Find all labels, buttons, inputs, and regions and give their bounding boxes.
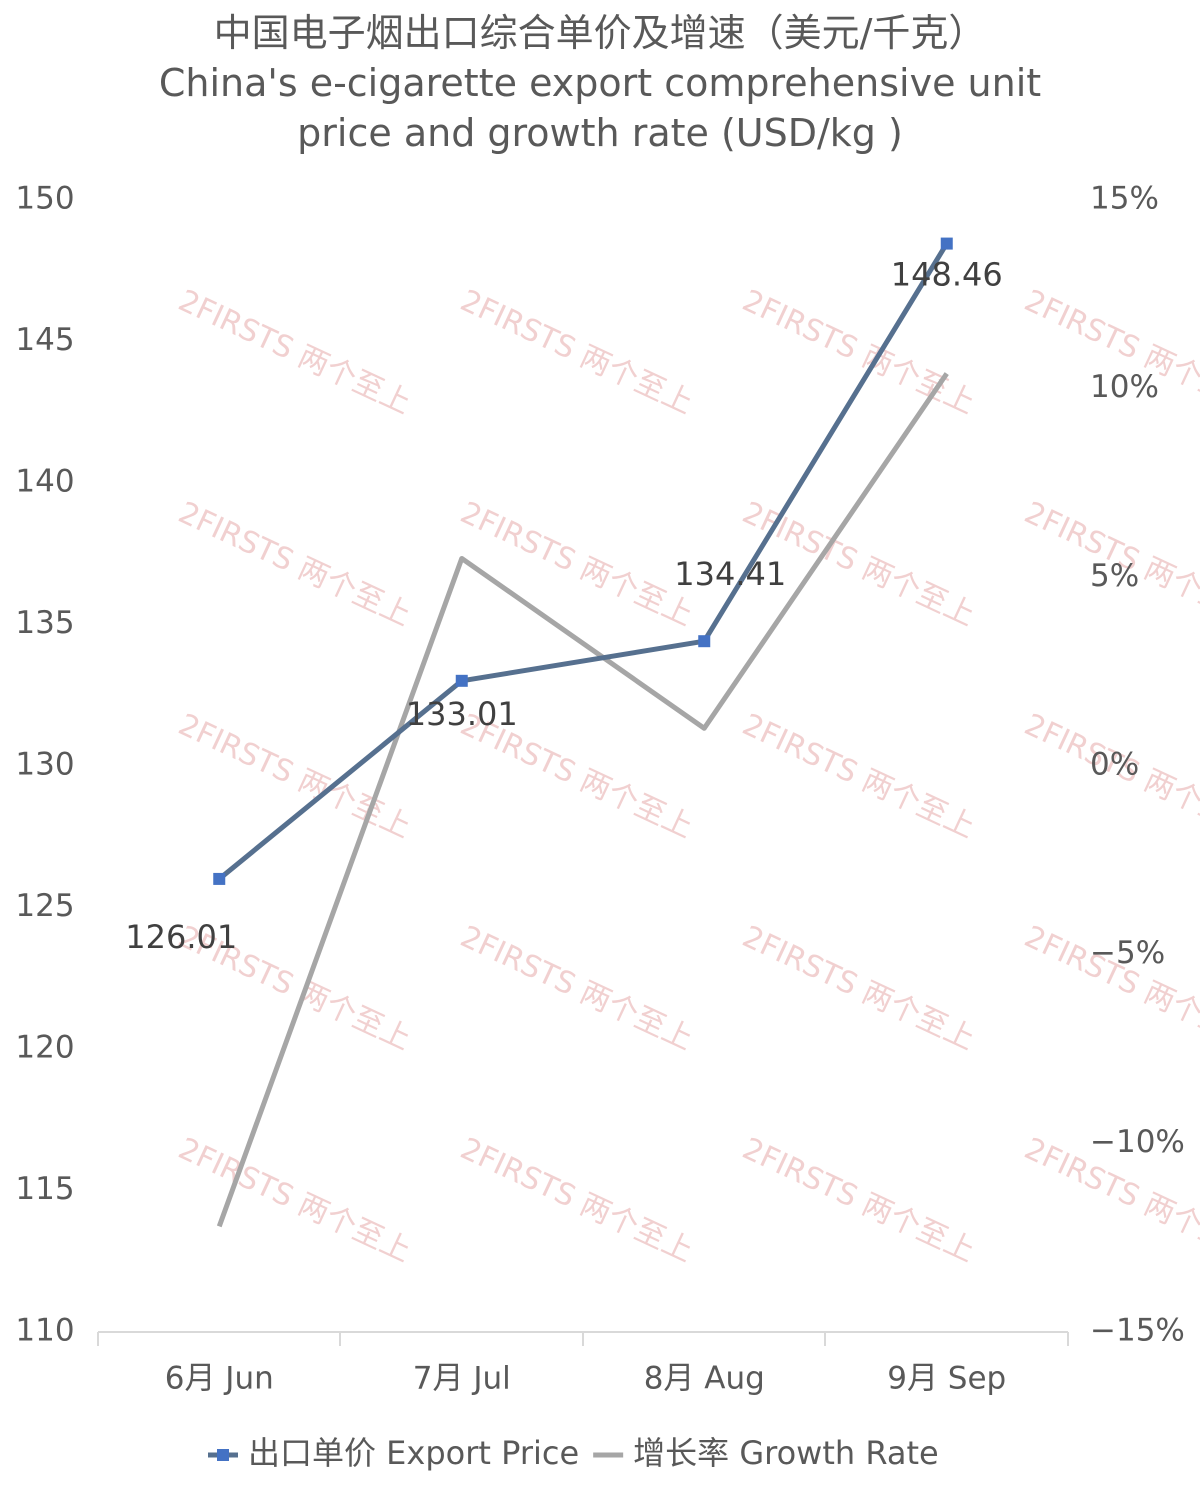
watermark: 2FIRSTS 两个至上 <box>737 1131 980 1269</box>
watermark: 2FIRSTS 两个至上 <box>173 707 416 845</box>
chart-title: 中国电子烟出口综合单价及增速（美元/千克） <box>213 11 987 55</box>
marker <box>213 872 226 885</box>
watermark: 2FIRSTS 两个至上 <box>737 283 980 421</box>
data-label: 126.01 <box>125 918 237 956</box>
watermark: 2FIRSTS 两个至上 <box>173 283 416 421</box>
chart-subtitle: China's e-cigarette export comprehensive… <box>158 61 1042 155</box>
watermark: 2FIRSTS 两个至上 <box>455 495 698 633</box>
series-line <box>216 372 949 1228</box>
y2-tick-label: 0% <box>1090 747 1139 783</box>
y-tick-label: 140 <box>15 464 74 500</box>
y-tick-label: 145 <box>15 322 74 358</box>
watermark: 2FIRSTS 两个至上 <box>173 1131 416 1269</box>
x-tick-label: 9月 Sep <box>887 1361 1006 1397</box>
titles: 中国电子烟出口综合单价及增速（美元/千克） China's e-cigarett… <box>100 8 1100 158</box>
y-tick-label: 115 <box>15 1171 74 1207</box>
watermark: 2FIRSTS 两个至上 <box>737 707 980 845</box>
watermarks: 2FIRSTS 两个至上 2FIRSTS 两个至上 2FIRSTS 两个至上 2FIR… <box>173 283 1200 1269</box>
y-tick-label: 130 <box>15 747 74 783</box>
y2-tick-label: −15% <box>1090 1313 1185 1349</box>
y-tick-label: 125 <box>15 888 74 924</box>
x-tick-label: 7月 Jul <box>413 1361 511 1397</box>
marker <box>698 635 711 648</box>
watermark: 2FIRSTS 两个至上 <box>455 919 698 1057</box>
series-line <box>217 242 949 881</box>
watermark: 2FIRSTS 两个至上 <box>173 495 416 633</box>
watermark: 2FIRSTS 两个至上 <box>455 1131 698 1269</box>
y-tick-label: 120 <box>15 1030 74 1066</box>
y2-tick-label: −10% <box>1090 1124 1185 1160</box>
watermark: 2FIRSTS 两个至上 <box>737 919 980 1057</box>
x-tick-label: 6月 Jun <box>165 1361 274 1397</box>
y2-tick-label: 10% <box>1090 369 1159 405</box>
x-tick-label: 8月 Aug <box>644 1361 765 1397</box>
data-label: 134.41 <box>674 555 786 593</box>
marker <box>940 237 953 250</box>
y2-tick-label: 15% <box>1090 181 1159 217</box>
y2-tick-label: −5% <box>1090 935 1165 971</box>
data-label: 133.01 <box>406 695 518 733</box>
legend-label: 出口单价 Export Price <box>248 1434 579 1472</box>
x-axis-ticks <box>97 1332 1069 1346</box>
y-tick-label: 110 <box>15 1313 74 1349</box>
marker <box>455 674 468 687</box>
y-tick-label: 135 <box>15 605 74 641</box>
y-tick-label: 150 <box>15 181 74 217</box>
y2-tick-label: 5% <box>1090 558 1139 594</box>
data-label: 148.46 <box>891 256 1003 294</box>
watermark: 2FIRSTS 两个至上 <box>455 283 698 421</box>
legend-marker <box>217 1449 229 1461</box>
legend-label: 增长率 Growth Rate <box>633 1434 939 1472</box>
